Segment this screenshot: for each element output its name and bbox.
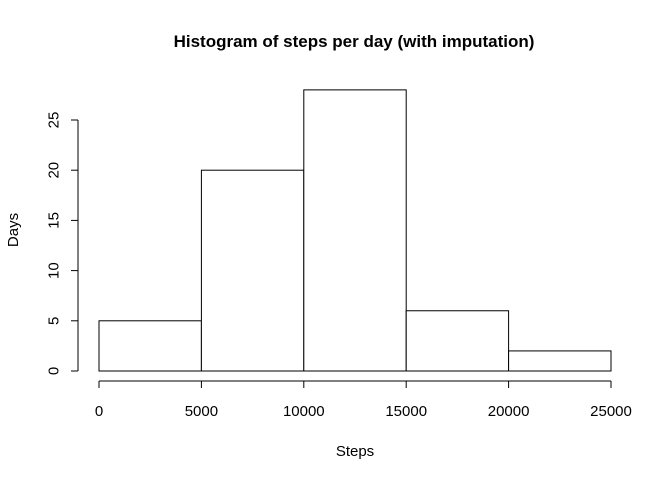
histogram-bar-3 <box>303 89 407 372</box>
y-axis: 0 5 10 15 20 25 <box>46 112 79 375</box>
x-tick-label: 10000 <box>283 403 325 420</box>
x-tick-label: 0 <box>95 403 103 420</box>
chart-title: Histogram of steps per day (with imputat… <box>174 32 535 51</box>
x-axis: 0 5000 10000 15000 20000 25000 <box>95 380 632 420</box>
bars-group <box>98 89 612 372</box>
x-tick-label: 20000 <box>488 403 530 420</box>
y-tick-label: 20 <box>46 162 63 179</box>
histogram-bar-1 <box>98 320 202 372</box>
y-axis-label: Days <box>5 213 22 247</box>
y-tick-label: 5 <box>46 317 63 325</box>
y-tick-label: 10 <box>46 262 63 279</box>
histogram-bar-2 <box>200 169 305 372</box>
x-tick-label: 5000 <box>185 403 218 420</box>
y-tick-label: 0 <box>46 367 63 375</box>
y-tick-label: 25 <box>46 112 63 129</box>
x-axis-label: Steps <box>336 443 374 460</box>
x-tick-label: 25000 <box>590 403 632 420</box>
y-tick-label: 15 <box>46 212 63 229</box>
histogram-bar-5 <box>508 350 612 372</box>
histogram-bar-4 <box>405 310 510 372</box>
x-tick-label: 15000 <box>385 403 427 420</box>
